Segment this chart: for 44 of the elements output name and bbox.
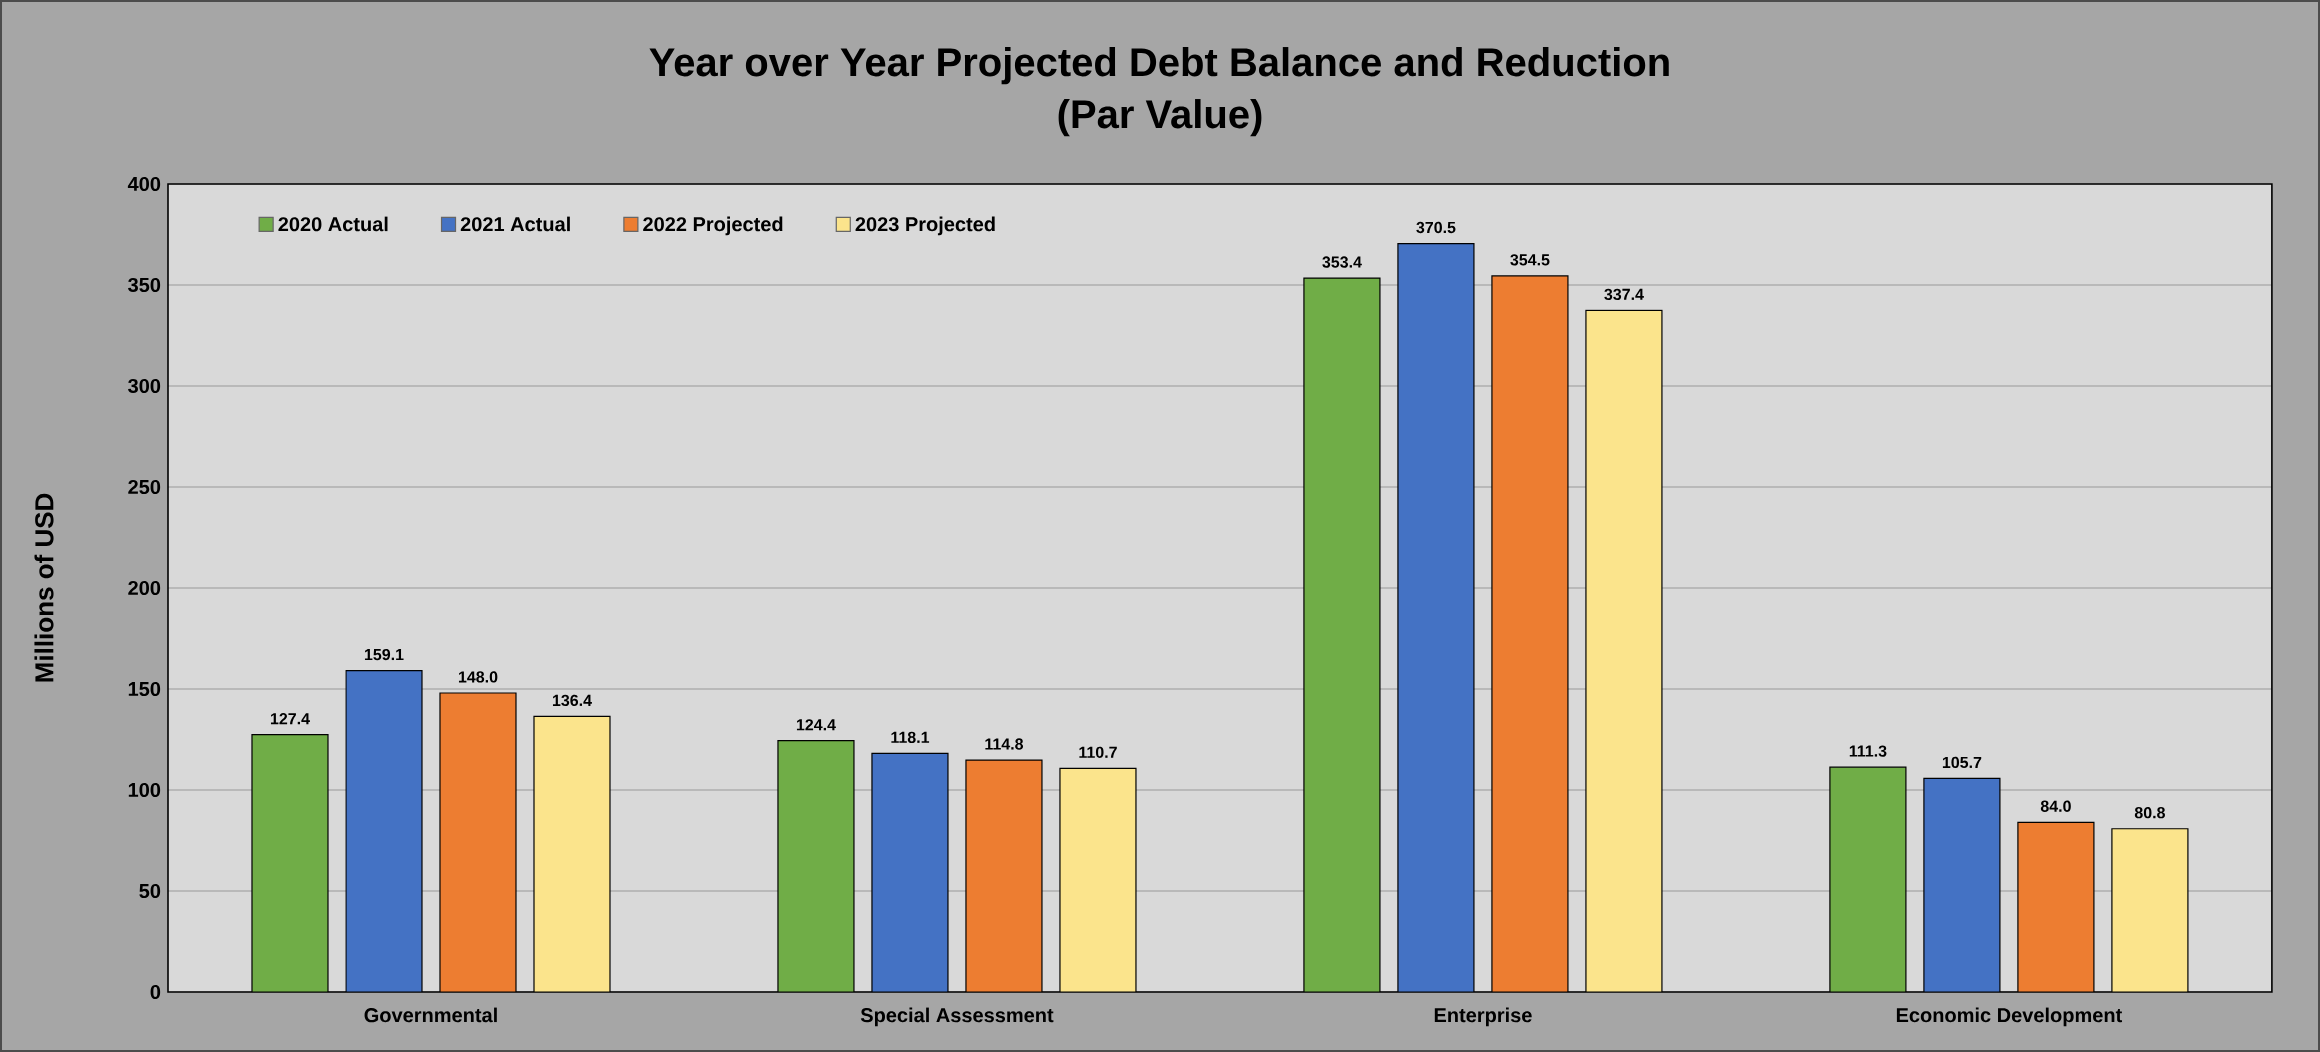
y-tick-label: 300	[128, 378, 161, 394]
data-label: 124.4	[796, 719, 836, 731]
y-tick-label: 250	[128, 479, 161, 495]
data-label: 370.5	[1416, 221, 1456, 234]
data-label: 105.7	[1942, 756, 1982, 769]
y-tick-label: 0	[150, 984, 161, 1000]
legend-label: 2023 Projected	[855, 216, 995, 236]
data-label: 118.1	[891, 731, 930, 744]
x-tick-label: Special Assessment	[860, 1007, 1054, 1027]
y-tick-label: 50	[139, 883, 161, 899]
legend-label: 2021 Actual	[460, 216, 570, 232]
bar	[1585, 309, 1663, 992]
data-label: 148.0	[458, 671, 498, 683]
data-label: 354.5	[1510, 254, 1550, 266]
chart-title: Year over Year Projected Debt Balance and Reduction	[649, 47, 1669, 85]
y-tick-label: 100	[128, 782, 161, 798]
y-tick-label: 200	[128, 580, 161, 596]
data-label: 110.7	[1079, 746, 1117, 758]
data-label: 84.0	[2040, 800, 2071, 812]
data-label: 80.8	[2134, 807, 2165, 819]
data-label: 353.4	[1322, 256, 1362, 268]
legend-label: 2022 Projected	[643, 216, 783, 236]
bar	[533, 715, 611, 992]
data-label: 337.4	[1604, 288, 1644, 301]
bar	[1059, 767, 1137, 992]
bar	[439, 692, 517, 992]
data-label: 136.4	[552, 694, 592, 707]
y-tick-label: 350	[128, 277, 161, 293]
bar	[2111, 828, 2189, 992]
y-tick-label: 400	[127, 176, 161, 192]
x-tick-label: Governmental	[364, 1007, 497, 1023]
legend-label: 2020 Actual	[278, 216, 388, 232]
data-label: 114.8	[985, 738, 1024, 750]
y-axis-title: Millions of USD	[34, 493, 54, 682]
bar	[1491, 275, 1569, 992]
y-tick-label: 150	[128, 681, 161, 697]
x-tick-label: Enterprise	[1434, 1007, 1532, 1027]
bar	[965, 759, 1043, 992]
bar	[2017, 821, 2095, 992]
chart-subtitle: (Par Value)	[1058, 99, 1262, 137]
data-label: 127.4	[270, 713, 310, 725]
x-tick-label: Economic Development	[1896, 1007, 2123, 1027]
data-label: 111.3	[1849, 745, 1887, 757]
data-label: 159.1	[364, 648, 404, 661]
